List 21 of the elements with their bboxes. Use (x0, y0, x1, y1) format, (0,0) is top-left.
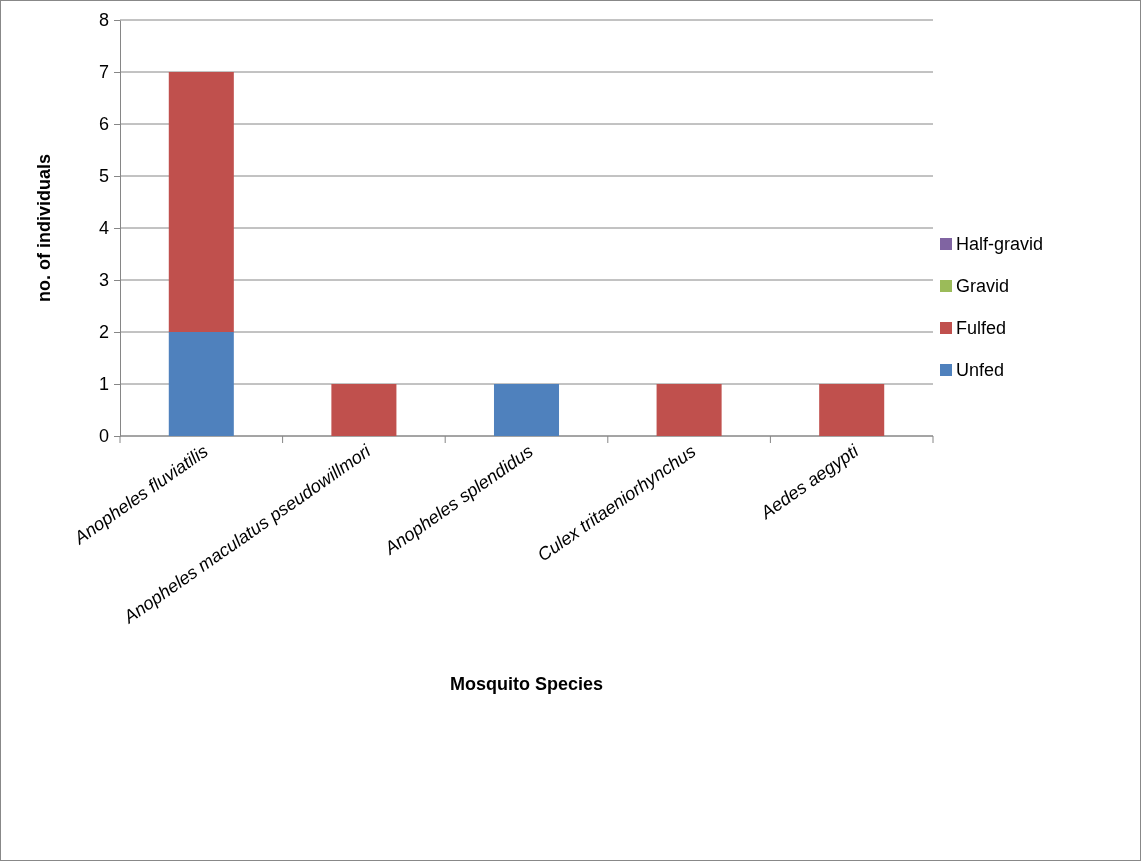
bar (331, 384, 397, 436)
bar (493, 384, 560, 436)
y-tick-label: 4 (98, 218, 109, 239)
bar (656, 384, 722, 436)
legend-label: Half-gravid (956, 234, 1044, 254)
y-tick-label: 6 (98, 114, 109, 135)
bar (819, 384, 885, 436)
legend-label: Unfed (956, 360, 1005, 380)
y-axis-title: no. of individuals (34, 154, 54, 302)
y-tick-label: 3 (98, 270, 109, 291)
y-tick-label: 1 (98, 374, 109, 395)
bar (168, 332, 234, 436)
legend-label: Gravid (956, 276, 1010, 296)
bar (168, 72, 234, 332)
x-axis-title: Mosquito Species (449, 674, 604, 694)
y-tick-label: 0 (98, 426, 109, 447)
y-tick-label: 8 (98, 10, 109, 31)
y-tick-label: 5 (98, 166, 109, 187)
y-tick-label: 7 (98, 62, 109, 83)
y-tick-label: 2 (98, 322, 109, 343)
legend-label: Fulfed (956, 318, 1007, 338)
